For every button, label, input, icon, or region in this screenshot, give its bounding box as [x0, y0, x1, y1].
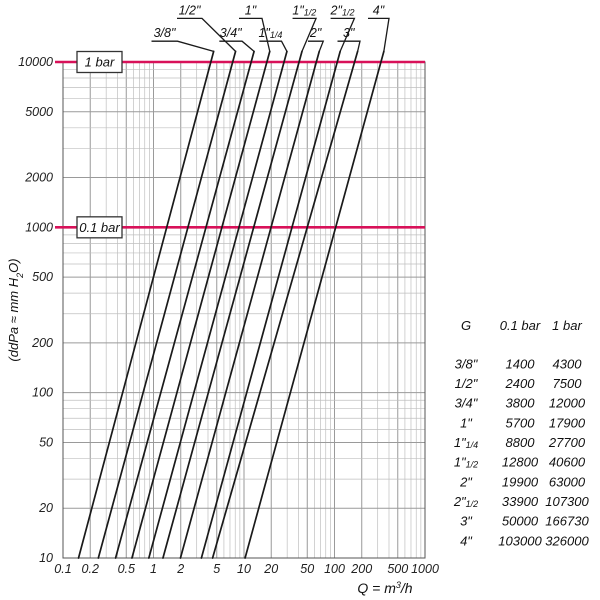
svg-text:0.1: 0.1	[54, 562, 71, 576]
svg-text:1/2": 1/2"	[179, 3, 201, 17]
svg-text:107300: 107300	[545, 494, 589, 509]
svg-text:1000: 1000	[25, 220, 53, 234]
svg-text:63000: 63000	[549, 474, 586, 489]
svg-text:17900: 17900	[549, 415, 586, 430]
svg-text:103000: 103000	[498, 533, 542, 548]
svg-text:3": 3"	[343, 26, 355, 40]
svg-text:G: G	[461, 318, 471, 333]
svg-text:Q = m3/h: Q = m3/h	[357, 580, 412, 596]
svg-text:2400: 2400	[505, 376, 536, 391]
svg-text:2": 2"	[309, 26, 322, 40]
svg-text:100: 100	[324, 562, 345, 576]
svg-text:326000: 326000	[545, 533, 589, 548]
svg-text:500: 500	[387, 562, 408, 576]
svg-text:1000: 1000	[411, 562, 439, 576]
svg-text:50: 50	[39, 435, 53, 449]
svg-text:4": 4"	[373, 3, 385, 17]
svg-text:1"1/4: 1"1/4	[258, 26, 282, 40]
svg-text:7500: 7500	[553, 376, 583, 391]
svg-text:(ddPa ≈ mm H2O): (ddPa ≈ mm H2O)	[6, 258, 25, 361]
svg-text:0.2: 0.2	[82, 562, 99, 576]
svg-text:10: 10	[237, 562, 251, 576]
svg-text:1"1/2: 1"1/2	[292, 3, 316, 17]
svg-text:8800: 8800	[506, 435, 536, 450]
svg-text:1": 1"	[245, 3, 257, 17]
svg-text:5700: 5700	[506, 415, 536, 430]
svg-text:1: 1	[150, 562, 157, 576]
svg-text:1/2": 1/2"	[455, 376, 479, 391]
svg-text:12800: 12800	[502, 455, 539, 470]
svg-text:5000: 5000	[25, 105, 53, 119]
svg-text:10000: 10000	[18, 55, 53, 69]
svg-text:50: 50	[300, 562, 314, 576]
svg-text:20: 20	[263, 562, 278, 576]
svg-text:500: 500	[32, 270, 53, 284]
svg-text:100: 100	[32, 386, 53, 400]
svg-text:1": 1"	[460, 415, 473, 430]
svg-text:0.1 bar: 0.1 bar	[79, 220, 120, 235]
svg-text:166730: 166730	[545, 514, 589, 529]
svg-text:50000: 50000	[502, 514, 539, 529]
svg-text:20: 20	[38, 501, 53, 515]
svg-text:4": 4"	[460, 533, 473, 548]
svg-text:2000: 2000	[24, 171, 53, 185]
svg-text:2"1/2: 2"1/2	[453, 494, 478, 509]
svg-text:1 bar: 1 bar	[85, 55, 115, 70]
svg-text:10: 10	[39, 551, 53, 565]
svg-text:1 bar: 1 bar	[552, 318, 582, 333]
svg-text:3": 3"	[460, 514, 473, 529]
svg-text:200: 200	[350, 562, 372, 576]
svg-text:3/4": 3/4"	[220, 26, 242, 40]
svg-text:4300: 4300	[553, 356, 583, 371]
svg-text:3800: 3800	[506, 396, 536, 411]
svg-text:1"1/4: 1"1/4	[454, 435, 478, 450]
svg-text:0.1 bar: 0.1 bar	[500, 318, 541, 333]
svg-text:40600: 40600	[549, 455, 586, 470]
svg-text:200: 200	[31, 336, 53, 350]
svg-text:12000: 12000	[549, 396, 586, 411]
svg-text:2: 2	[176, 562, 184, 576]
svg-text:2": 2"	[459, 474, 473, 489]
svg-text:1400: 1400	[506, 356, 536, 371]
svg-text:3/8": 3/8"	[455, 356, 479, 371]
svg-text:27700: 27700	[548, 435, 586, 450]
svg-text:0.5: 0.5	[118, 562, 135, 576]
svg-text:5: 5	[213, 562, 220, 576]
svg-text:2"1/2: 2"1/2	[330, 3, 355, 17]
svg-text:3/4": 3/4"	[455, 396, 479, 411]
svg-text:1"1/2: 1"1/2	[454, 455, 478, 470]
svg-text:19900: 19900	[502, 474, 539, 489]
svg-text:3/8": 3/8"	[154, 26, 176, 40]
svg-text:33900: 33900	[502, 494, 539, 509]
